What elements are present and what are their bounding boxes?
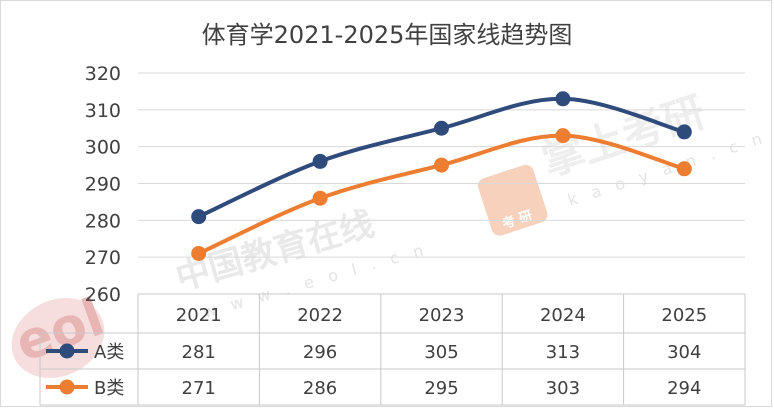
x-category-label: 2021: [176, 305, 222, 326]
table-value-cell: 294: [667, 378, 701, 399]
x-category-label: 2025: [661, 305, 707, 326]
y-axis-ticks: 260 270 280 290 300 310 320: [85, 63, 121, 306]
table-value-cell: 304: [667, 342, 701, 363]
table-value-cell: 313: [546, 342, 580, 363]
data-point-marker: [312, 190, 328, 206]
table-value-cell: 271: [182, 378, 216, 399]
y-tick-label: 280: [85, 210, 121, 232]
kaoyan-logo-watermark: 考 研: [477, 164, 548, 236]
table-value-cell: 303: [546, 378, 580, 399]
table-value-cell: 286: [303, 378, 337, 399]
y-tick-label: 260: [85, 284, 121, 306]
legend-series-label: A类: [94, 342, 124, 363]
table-value-cell: 296: [303, 342, 337, 363]
data-point-marker: [191, 245, 207, 261]
data-point-marker: [676, 161, 692, 177]
y-tick-label: 290: [85, 174, 121, 196]
data-point-marker: [676, 124, 692, 140]
legend-key-marker: [59, 343, 75, 359]
data-point-marker: [191, 209, 207, 225]
data-table: 2021 2022 2023 2024 2025 A类 281 296 305 313 304 B类 2…: [39, 293, 746, 406]
y-tick-label: 310: [85, 100, 121, 122]
table-value-cell: 305: [424, 342, 458, 363]
x-category-label: 2022: [297, 305, 343, 326]
data-point-marker: [555, 91, 571, 107]
y-tick-label: 300: [85, 137, 121, 159]
x-category-label: 2023: [419, 305, 465, 326]
y-tick-label: 270: [85, 247, 121, 269]
chart-title: 体育学2021-2025年国家线趋势图: [202, 21, 573, 49]
watermark-layer: eol 中国教育在线 w w w . e o l . c n 考 研 掌上考研 …: [8, 87, 769, 378]
legend-key-marker: [59, 379, 75, 395]
table-value-cell: 281: [182, 342, 216, 363]
legend-series-label: B类: [94, 378, 124, 399]
table-value-cell: 295: [424, 378, 458, 399]
data-point-marker: [312, 153, 328, 169]
y-tick-label: 320: [85, 63, 121, 85]
data-point-marker: [434, 120, 449, 136]
x-category-label: 2024: [540, 305, 586, 326]
series-lines: [191, 91, 692, 261]
data-point-marker: [555, 128, 571, 144]
data-point-marker: [434, 157, 449, 173]
